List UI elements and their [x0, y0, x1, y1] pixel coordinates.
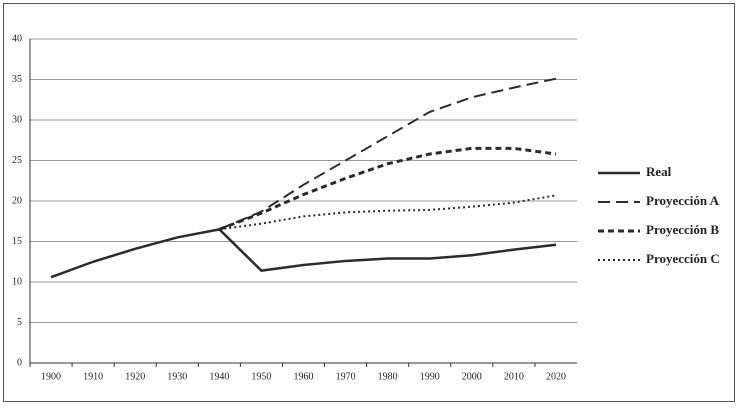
series-line — [218, 77, 557, 231]
y-tick-label: 40 — [12, 33, 22, 44]
series-line — [218, 146, 557, 231]
legend-label: Proyección C — [646, 251, 720, 266]
x-tick-label: 2000 — [462, 371, 482, 382]
x-tick-label: 1930 — [167, 371, 187, 382]
y-tick-label: 30 — [12, 114, 22, 125]
x-tick-label: 1950 — [251, 371, 271, 382]
x-tick-label: 1990 — [420, 371, 440, 382]
series-line — [219, 194, 557, 231]
y-tick-label: 10 — [12, 276, 22, 287]
x-tick-label: 2010 — [504, 371, 524, 382]
y-tick-label: 5 — [17, 317, 22, 328]
legend-label: Proyección A — [646, 193, 720, 208]
x-tick-label: 1900 — [41, 371, 61, 382]
x-tick-label: 1970 — [336, 371, 356, 382]
x-tick-label: 1980 — [378, 371, 398, 382]
x-tick-label: 2020 — [546, 371, 566, 382]
y-tick-label: 20 — [12, 195, 22, 206]
x-tick-label: 1910 — [83, 371, 103, 382]
y-tick-label: 25 — [12, 155, 22, 166]
frame — [3, 3, 735, 402]
series-line — [50, 227, 557, 279]
x-tick-label: 1960 — [294, 371, 314, 382]
x-tick-label: 1920 — [125, 371, 145, 382]
y-tick-label: 35 — [12, 74, 22, 85]
legend-label: Real — [646, 164, 672, 179]
y-tick-label: 0 — [17, 357, 22, 368]
x-tick-label: 1940 — [209, 371, 229, 382]
legend-label: Proyección B — [646, 222, 719, 237]
y-tick-label: 15 — [12, 236, 22, 247]
